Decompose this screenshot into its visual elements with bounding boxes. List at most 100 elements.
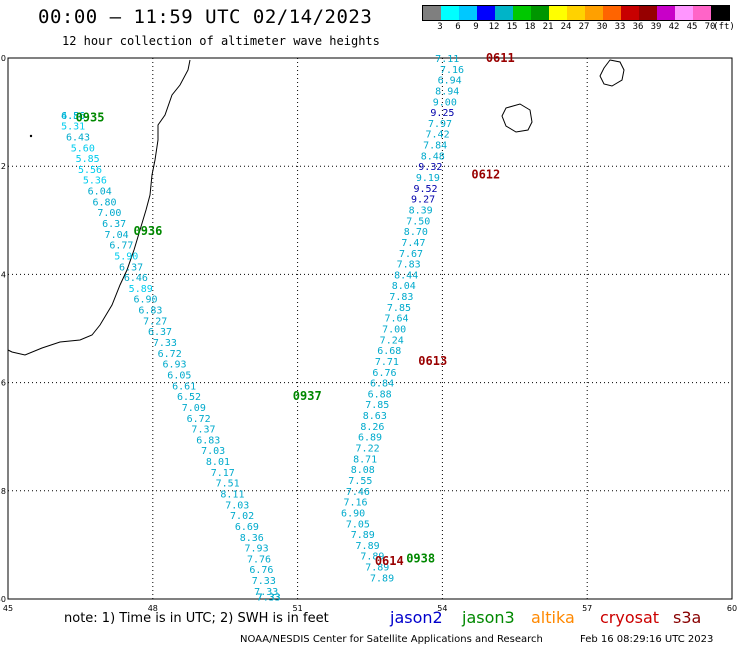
y-tick-label: -30 xyxy=(0,595,6,604)
swh-data-label: 8.08 xyxy=(351,465,375,476)
legend-swatch xyxy=(621,6,639,20)
legend-tick-label: 18 xyxy=(524,22,536,32)
legend-tick-label: 36 xyxy=(632,22,644,32)
credit-line: NOAA/NESDIS Center for Satellite Applica… xyxy=(240,634,543,645)
swh-data-label: 6.93 xyxy=(162,360,186,371)
swh-data-label: 5.31 xyxy=(61,122,85,133)
swh-data-label: 5.89 xyxy=(129,284,153,295)
swh-data-label: 6.68 xyxy=(377,346,401,357)
swh-data-label: 7.89 xyxy=(365,563,389,574)
swh-data-label: 7.02 xyxy=(230,511,254,522)
swh-data-label: 7.97 xyxy=(428,119,452,130)
swh-data-label: 8.36 xyxy=(240,533,264,544)
swh-data-label: 7.46 xyxy=(346,487,370,498)
swh-data-label: 7.24 xyxy=(380,335,404,346)
legend-swatch xyxy=(693,6,711,20)
swh-data-label: 7.00 xyxy=(97,208,121,219)
legend-swatch xyxy=(513,6,531,20)
mission-s3a: s3a xyxy=(673,608,702,627)
pass-label: 0613 xyxy=(418,354,447,368)
mission-jason2: jason2 xyxy=(390,608,443,627)
legend-tick-label: 6 xyxy=(455,22,461,32)
legend-swatch xyxy=(675,6,693,20)
y-tick-label: -28 xyxy=(0,487,6,496)
swh-data-label: 5.56 xyxy=(78,165,102,176)
swh-data-label: 5.90 xyxy=(114,251,138,262)
swh-data-label: 7.33 xyxy=(257,592,281,603)
x-tick-label: 60 xyxy=(727,604,737,613)
legend-tick-label: 15 xyxy=(506,22,518,32)
swh-data-label: 6.04 xyxy=(88,187,112,198)
x-tick-label: 48 xyxy=(148,604,158,613)
swh-data-label: 7.03 xyxy=(201,446,225,457)
chart-title: 00:00 – 11:59 UTC 02/14/2023 xyxy=(38,6,373,28)
color-legend xyxy=(422,5,730,21)
swh-data-label: 8.44 xyxy=(394,270,418,281)
swh-data-label: 7.16 xyxy=(440,65,464,76)
chart-subtitle: 12 hour collection of altimeter wave hei… xyxy=(62,34,380,48)
swh-data-label: 7.33 xyxy=(153,338,177,349)
swh-data-label: 8.48 xyxy=(421,151,445,162)
swh-data-label: 7.71 xyxy=(375,357,399,368)
swh-data-label: 5.85 xyxy=(76,154,100,165)
swh-data-label: 7.47 xyxy=(401,238,425,249)
swh-data-label: 7.04 xyxy=(105,230,129,241)
legend-tick-label: 70 xyxy=(704,22,716,32)
legend-swatch xyxy=(495,6,513,20)
swh-data-label: 6.72 xyxy=(158,349,182,360)
swh-data-label: 7.05 xyxy=(346,519,370,530)
swh-data-label: 8.94 xyxy=(435,86,459,97)
swh-data-label: 7.89 xyxy=(351,530,375,541)
swh-data-label: 9.27 xyxy=(411,195,435,206)
plot-frame xyxy=(7,57,733,600)
swh-data-label: 8.11 xyxy=(220,490,244,501)
swh-data-label: 9.19 xyxy=(416,173,440,184)
swh-data-label: 7.27 xyxy=(143,316,167,327)
swh-data-label: 6.76 xyxy=(249,565,273,576)
swh-data-label: 7.33 xyxy=(254,587,278,598)
swh-data-label: 7.33 xyxy=(252,576,276,587)
swh-data-label: 7.85 xyxy=(365,400,389,411)
legend-swatch xyxy=(531,6,549,20)
islet-dot xyxy=(29,134,33,138)
swh-data-label: 6.37 xyxy=(102,219,126,230)
swh-data-label: 8.01 xyxy=(206,457,230,468)
pass-label: 0937 xyxy=(293,389,322,403)
swh-data-label: 7.37 xyxy=(191,425,215,436)
swh-data-label: 7.33 xyxy=(257,592,281,603)
mauritius-coastline xyxy=(599,59,625,87)
swh-data-label: 6.37 xyxy=(119,262,143,273)
legend-tick-label: 3 xyxy=(437,22,443,32)
swh-data-label: 7.85 xyxy=(387,303,411,314)
pass-label: 0614 xyxy=(375,554,404,568)
pass-label: 0611 xyxy=(486,51,515,65)
mission-cryosat: cryosat xyxy=(600,608,660,627)
reunion-coastline xyxy=(501,103,533,133)
swh-data-label: 5.36 xyxy=(83,176,107,187)
swh-data-label: 8.71 xyxy=(353,454,377,465)
legend-tick-label: 27 xyxy=(578,22,590,32)
y-tick-label: -24 xyxy=(0,270,6,279)
timestamp-line: Feb 16 08:29:16 UTC 2023 xyxy=(580,634,714,645)
swh-data-label: 9.25 xyxy=(430,108,454,119)
swh-data-label: 6.72 xyxy=(187,414,211,425)
swh-data-label: 7.03 xyxy=(225,500,249,511)
swh-data-label: 7.51 xyxy=(216,479,240,490)
swh-data-label: 9.52 xyxy=(413,184,437,195)
legend-swatch xyxy=(657,6,675,20)
swh-data-label: 6.83 xyxy=(138,306,162,317)
swh-data-label: 7.16 xyxy=(343,498,367,509)
swh-data-label: 6.46 xyxy=(124,273,148,284)
swh-data-label: 6.69 xyxy=(235,522,259,533)
legend-swatch xyxy=(639,6,657,20)
swh-data-label: 6.77 xyxy=(109,241,133,252)
x-tick-label: 54 xyxy=(437,604,447,613)
swh-data-label: 7.11 xyxy=(435,54,459,65)
swh-data-label: 6.05 xyxy=(167,370,191,381)
legend-tick-label: 12 xyxy=(488,22,500,32)
swh-data-label: 6.80 xyxy=(92,197,116,208)
legend-tick-label: 39 xyxy=(650,22,662,32)
swh-data-label: 6.94 xyxy=(438,76,462,87)
legend-tick-label: 33 xyxy=(614,22,626,32)
swh-data-label: 6.90 xyxy=(134,295,158,306)
